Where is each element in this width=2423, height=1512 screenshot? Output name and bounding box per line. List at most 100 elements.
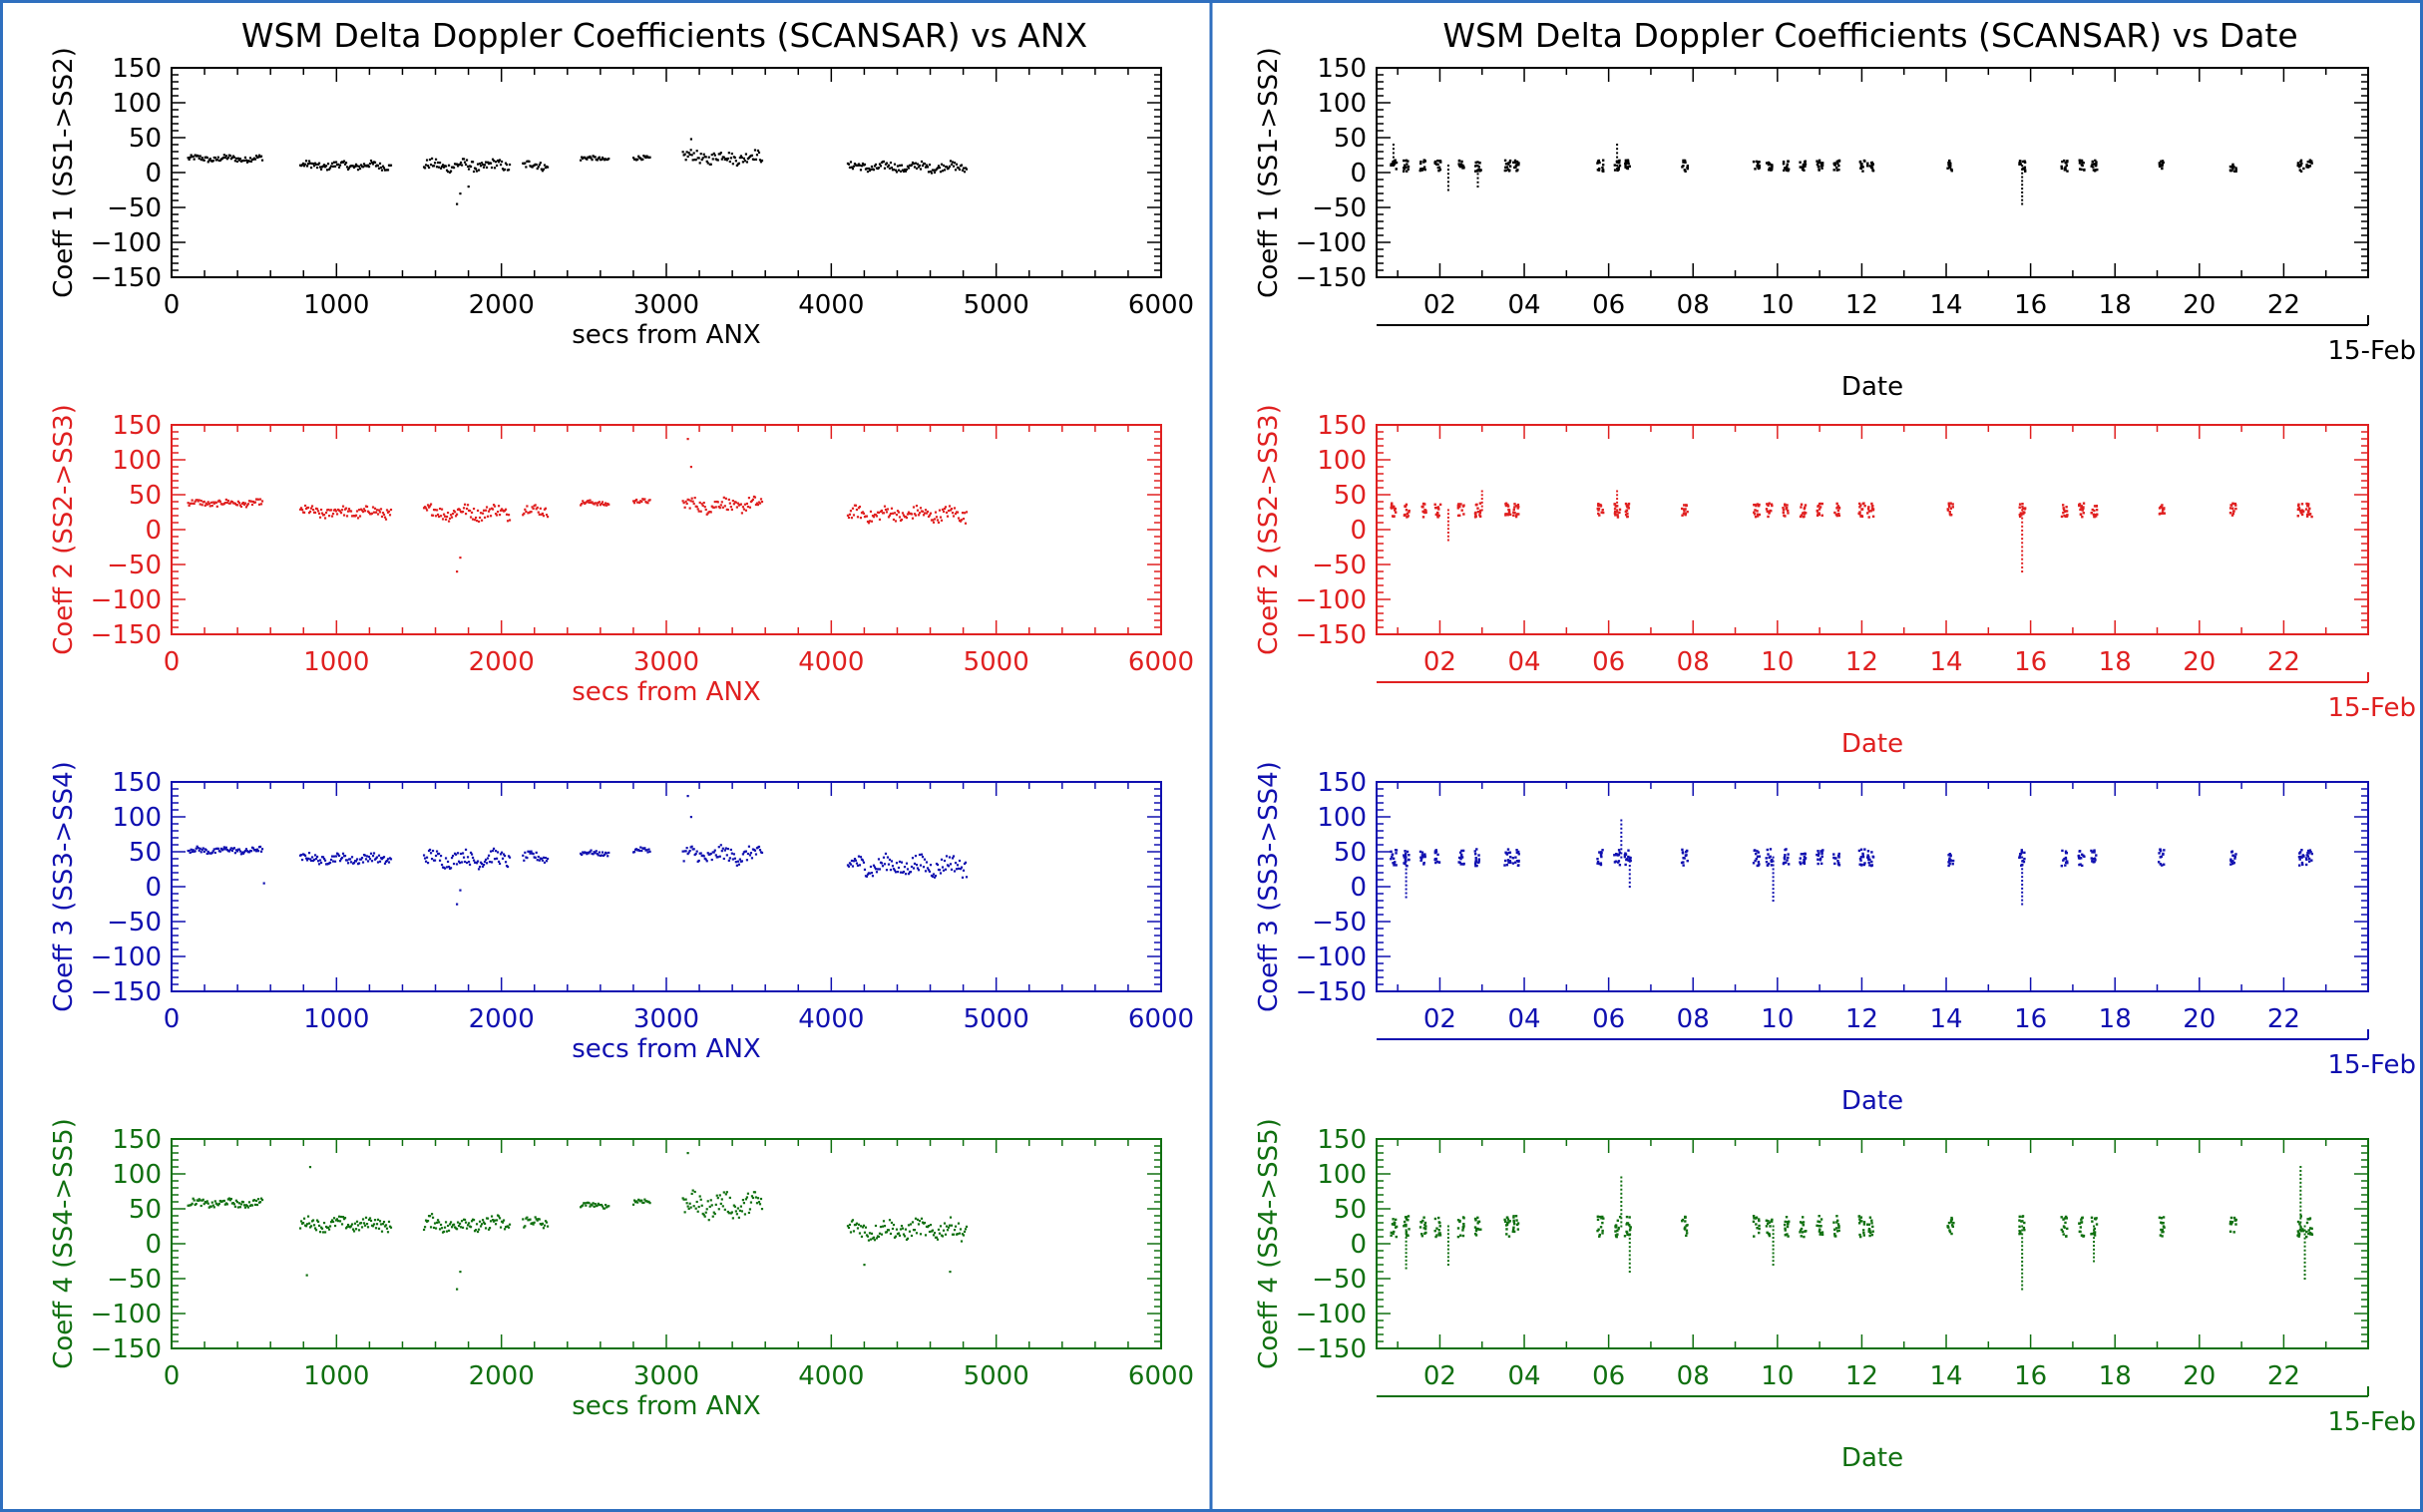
data-point <box>1757 505 1761 508</box>
data-point <box>856 164 860 167</box>
data-point <box>913 166 917 169</box>
data-point <box>1405 896 1408 899</box>
data-point <box>2079 1226 2083 1229</box>
data-point <box>424 507 428 510</box>
data-point <box>852 1230 856 1233</box>
data-point <box>887 516 891 519</box>
data-point <box>1867 1229 1870 1232</box>
data-point <box>760 500 764 504</box>
data-point <box>1602 1217 1605 1220</box>
data-point <box>1949 513 1953 517</box>
data-point <box>212 502 215 505</box>
data-point <box>2021 502 2024 506</box>
data-point <box>1947 864 1950 868</box>
data-point <box>1818 1225 1822 1228</box>
data-point <box>1770 864 1774 867</box>
data-point <box>195 1202 198 1206</box>
data-point <box>859 856 863 859</box>
data-point <box>1403 1220 1407 1224</box>
data-point <box>2161 1235 2164 1238</box>
data-point <box>191 850 194 854</box>
data-point <box>912 506 916 509</box>
data-point <box>1394 1226 1398 1229</box>
data-point <box>463 860 467 864</box>
data-point <box>1859 164 1863 168</box>
right-panel-title: WSM Delta Doppler Coefficients (SCANSAR)… <box>1442 16 2297 55</box>
data-point <box>696 508 699 511</box>
data-point <box>2021 895 2024 898</box>
data-point <box>240 851 244 854</box>
data-point <box>331 165 335 168</box>
data-point <box>700 1204 703 1207</box>
data-point <box>459 852 463 856</box>
data-point <box>1766 864 1770 867</box>
data-point <box>710 154 713 157</box>
data-point <box>1865 1223 1869 1226</box>
data-point <box>1753 1217 1756 1220</box>
data-point <box>486 515 490 518</box>
data-point <box>896 870 900 874</box>
data-point <box>355 1220 359 1223</box>
data-point <box>635 848 638 851</box>
data-point <box>877 858 881 861</box>
data-point <box>362 508 366 511</box>
data-point <box>859 1225 863 1228</box>
data-point <box>387 510 391 513</box>
data-point <box>932 521 936 524</box>
data-point <box>1423 503 1426 506</box>
x-tick-label: 12 <box>1845 1361 1878 1391</box>
data-point <box>1615 511 1619 514</box>
data-point <box>1601 1229 1604 1233</box>
data-point <box>474 516 478 520</box>
data-point <box>861 511 865 514</box>
data-point <box>1770 503 1774 506</box>
data-point <box>1434 849 1437 852</box>
data-point <box>302 511 306 514</box>
x-tick-label: 16 <box>2014 290 2047 320</box>
data-point <box>2063 514 2066 518</box>
data-point <box>695 505 698 509</box>
data-point <box>2021 872 2024 875</box>
data-point <box>2062 1218 2065 1221</box>
data-point <box>592 1202 595 1205</box>
data-point <box>481 1219 485 1222</box>
data-point <box>1512 508 1515 512</box>
data-point <box>2018 503 2022 506</box>
data-point <box>318 859 322 862</box>
data-point <box>1786 1233 1789 1236</box>
data-point <box>1770 168 1774 172</box>
data-point <box>720 850 723 853</box>
data-point <box>1870 502 1873 506</box>
data-point <box>687 851 690 854</box>
data-point <box>1801 1221 1804 1225</box>
data-point <box>1803 862 1807 865</box>
data-point <box>2159 856 2162 859</box>
data-point <box>741 1199 745 1202</box>
data-point <box>1433 503 1436 506</box>
data-point <box>689 816 692 819</box>
data-point <box>2095 515 2098 518</box>
data-point <box>1446 531 1449 534</box>
data-point <box>243 156 247 160</box>
data-point <box>600 854 604 857</box>
data-point <box>730 852 733 855</box>
data-point <box>880 1233 884 1236</box>
data-point <box>193 1199 196 1202</box>
x-tick-label: 08 <box>1677 1361 1710 1391</box>
data-point <box>2307 857 2311 861</box>
x-tick-label: 2000 <box>469 647 535 677</box>
data-point <box>693 1190 696 1194</box>
x-tick-label: 20 <box>2183 1004 2216 1034</box>
data-point <box>1515 160 1519 164</box>
data-point <box>503 168 507 172</box>
data-point <box>192 849 195 852</box>
data-point <box>424 164 428 167</box>
data-point <box>952 1233 956 1236</box>
data-point <box>759 1197 763 1201</box>
data-point <box>1616 169 1619 173</box>
data-point <box>722 857 725 861</box>
data-point <box>898 516 902 519</box>
data-point <box>1459 857 1462 861</box>
data-point <box>681 151 684 154</box>
data-point <box>487 1228 491 1231</box>
